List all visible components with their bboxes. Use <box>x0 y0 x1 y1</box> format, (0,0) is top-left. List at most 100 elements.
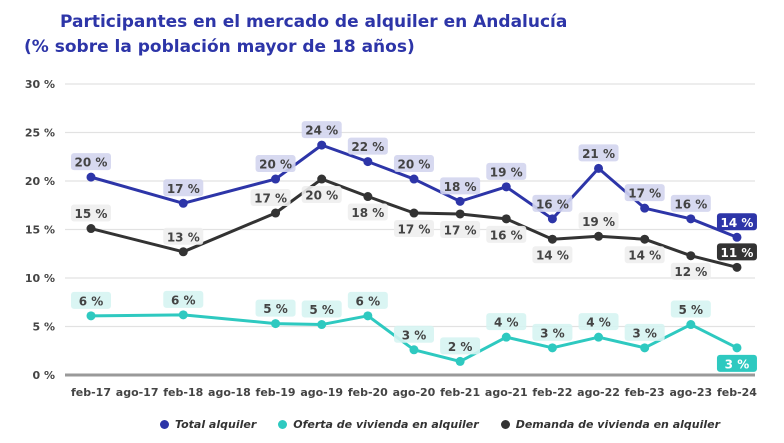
data-label: 19 % <box>490 165 523 179</box>
data-point <box>86 172 96 182</box>
data-label: 3 % <box>402 328 427 342</box>
data-label-bg <box>255 155 296 173</box>
data-point <box>547 343 557 353</box>
data-label: 22 % <box>351 140 384 154</box>
data-point <box>640 343 650 353</box>
data-label: 17 % <box>444 223 477 237</box>
data-label-bg <box>393 325 434 343</box>
data-label: 2 % <box>448 340 473 354</box>
data-point <box>317 174 327 184</box>
data-label-bg <box>578 313 619 331</box>
data-point <box>732 232 742 242</box>
data-point <box>640 234 650 244</box>
x-tick-label: ago-22 <box>577 386 620 399</box>
data-label: 3 % <box>540 326 565 340</box>
data-label: 6 % <box>79 294 104 308</box>
data-label-bg <box>301 186 342 204</box>
chart-subtitle: (% sobre la población mayor de 18 años) <box>24 37 415 57</box>
data-label-bg <box>624 184 665 202</box>
data-label-bg <box>393 220 434 238</box>
y-tick-label: 25 % <box>25 127 55 140</box>
data-label: 14 % <box>536 249 569 263</box>
x-tick-label: feb-20 <box>348 386 388 399</box>
x-tick-label: ago-17 <box>116 386 159 399</box>
x-tick-label: ago-20 <box>393 386 436 399</box>
y-tick-label: 5 % <box>32 321 55 334</box>
data-point <box>501 214 511 224</box>
data-label: 18 % <box>444 180 477 194</box>
data-label-bg <box>71 204 111 222</box>
y-tick-label: 10 % <box>25 272 55 285</box>
data-label: 5 % <box>679 303 704 317</box>
data-point <box>86 224 96 234</box>
data-point <box>363 311 373 321</box>
data-label: 14 % <box>628 249 661 263</box>
data-label: 20 % <box>398 158 431 172</box>
data-label: 5 % <box>309 303 334 317</box>
data-point <box>178 247 188 257</box>
data-point <box>640 203 650 213</box>
data-point <box>455 209 465 219</box>
legend-item-total: Total alquiler <box>160 418 256 431</box>
data-label-bg <box>716 213 757 231</box>
x-tick-label: feb-19 <box>256 386 296 399</box>
data-label: 17 % <box>254 192 287 206</box>
data-label: 14 % <box>721 216 754 230</box>
data-label-bg <box>255 299 296 317</box>
data-label-bg <box>163 227 204 245</box>
data-label-bg <box>486 313 527 331</box>
data-label-bg <box>301 300 342 318</box>
data-label-bg <box>163 179 204 197</box>
data-label: 3 % <box>725 357 750 371</box>
data-point <box>86 311 96 321</box>
data-label: 20 % <box>305 189 338 203</box>
data-label-bg <box>578 212 619 230</box>
data-label: 16 % <box>674 197 707 211</box>
legend: Total alquiler Oferta de vivienda en alq… <box>160 418 720 431</box>
legend-item-oferta: Oferta de vivienda en alquiler <box>278 418 479 431</box>
data-label-bg <box>71 153 111 171</box>
x-tick-label: feb-23 <box>625 386 665 399</box>
x-tick-label: feb-17 <box>71 386 111 399</box>
x-tick-label: feb-18 <box>163 386 203 399</box>
data-label-bg <box>486 162 527 180</box>
data-point <box>409 174 419 184</box>
data-label-bg <box>163 290 204 308</box>
data-point <box>178 310 188 320</box>
x-tick-label: feb-24 <box>717 386 757 399</box>
data-label-bg <box>393 155 434 173</box>
data-label: 13 % <box>167 230 200 244</box>
data-point <box>594 231 604 241</box>
data-point <box>501 332 511 342</box>
data-label-bg <box>347 137 388 155</box>
data-label-bg <box>347 291 388 309</box>
data-point <box>686 251 696 261</box>
data-label: 6 % <box>171 293 196 307</box>
data-label: 11 % <box>721 246 754 260</box>
data-label-bg <box>670 300 711 318</box>
data-point <box>455 356 465 366</box>
legend-item-demanda: Demanda de vivienda en alquiler <box>500 418 720 431</box>
data-label: 16 % <box>490 228 523 242</box>
data-label-bg <box>670 262 711 280</box>
x-tick-label: ago-21 <box>485 386 528 399</box>
data-label: 3 % <box>632 326 657 340</box>
legend-marker <box>278 420 288 429</box>
data-label: 17 % <box>167 182 200 196</box>
data-label-bg <box>440 177 481 195</box>
data-label: 12 % <box>674 265 707 279</box>
data-label: 15 % <box>75 207 108 221</box>
data-point <box>686 320 696 330</box>
data-label: 4 % <box>494 316 519 330</box>
data-point <box>363 157 373 167</box>
data-label-bg <box>578 144 619 162</box>
data-point <box>317 320 327 330</box>
data-label: 19 % <box>582 215 615 229</box>
data-label: 17 % <box>628 187 661 201</box>
y-tick-label: 15 % <box>25 224 55 237</box>
data-label-bg <box>624 246 665 264</box>
y-tick-label: 30 % <box>25 78 55 91</box>
data-point <box>409 345 419 355</box>
data-point <box>732 343 742 353</box>
